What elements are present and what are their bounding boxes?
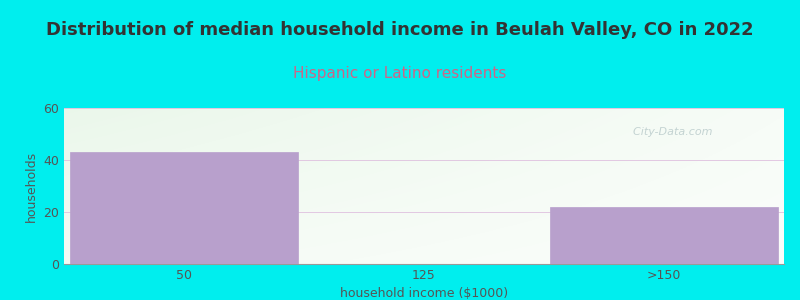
- Bar: [550, 207, 778, 264]
- X-axis label: household income ($1000): household income ($1000): [340, 287, 508, 300]
- Bar: [70, 152, 298, 264]
- Text: City-Data.com: City-Data.com: [626, 127, 712, 137]
- Text: Distribution of median household income in Beulah Valley, CO in 2022: Distribution of median household income …: [46, 21, 754, 39]
- Y-axis label: households: households: [25, 150, 38, 222]
- Text: Hispanic or Latino residents: Hispanic or Latino residents: [294, 66, 506, 81]
